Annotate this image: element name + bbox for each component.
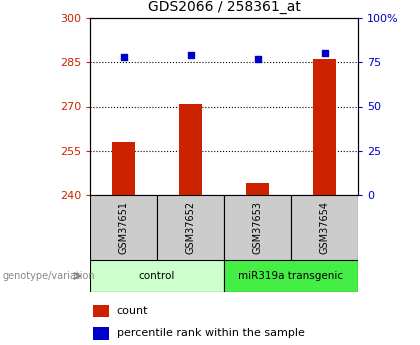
Text: genotype/variation: genotype/variation [2, 271, 95, 281]
Text: GSM37654: GSM37654 [320, 201, 330, 254]
Bar [313, 59, 336, 195]
Point [120, 54, 127, 60]
Point [254, 56, 261, 61]
Bar [93, 305, 109, 317]
Bar [112, 142, 135, 195]
Point [187, 52, 194, 58]
Point [321, 51, 328, 56]
Text: GSM37651: GSM37651 [118, 201, 129, 254]
Text: count: count [117, 306, 148, 316]
Bar [246, 183, 269, 195]
Text: control: control [139, 271, 175, 281]
Text: percentile rank within the sample: percentile rank within the sample [117, 328, 304, 338]
Bar [224, 260, 358, 292]
Title: GDS2066 / 258361_at: GDS2066 / 258361_at [147, 0, 300, 14]
Bar [93, 327, 109, 339]
Bar [224, 195, 291, 260]
Bar [90, 260, 224, 292]
Bar [291, 195, 358, 260]
Text: miR319a transgenic: miR319a transgenic [239, 271, 344, 281]
Bar [90, 195, 157, 260]
Bar [179, 104, 202, 195]
Bar [157, 195, 224, 260]
Text: GSM37652: GSM37652 [186, 201, 195, 254]
Text: GSM37653: GSM37653 [252, 201, 262, 254]
